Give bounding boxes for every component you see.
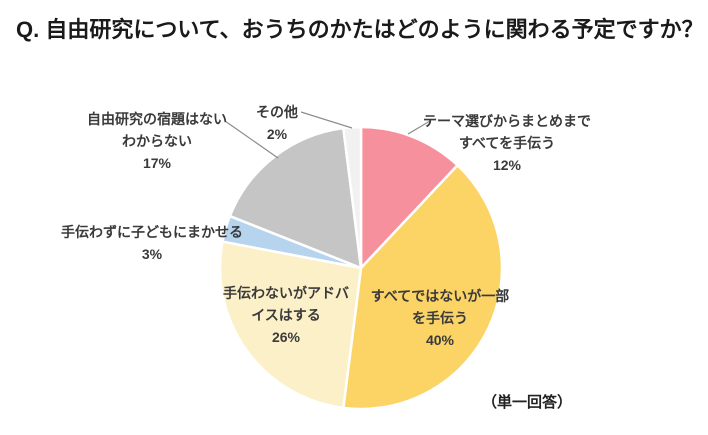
label-line: その他 [256, 104, 298, 120]
label-leave-to-child: 手伝わずに子どもにまかせる 3% [42, 221, 262, 265]
pie-slice-help-everything [359, 125, 459, 270]
page-title: Q. 自由研究について、おうちのかたはどのように関わる予定ですか？ [16, 17, 704, 42]
label-percent: 26% [271, 329, 301, 345]
label-advice-only: 手伝わないがアドバ イスはする 26% [186, 282, 386, 348]
leader-pink-12pct [407, 120, 431, 135]
label-percent: 12% [492, 157, 522, 173]
label-line: イスはする [251, 307, 321, 323]
pie-slice-advice-only [218, 240, 363, 410]
leader-gray-17pct [224, 120, 279, 159]
leader-other-2pct [300, 111, 353, 129]
pie-slice-other [342, 125, 363, 270]
label-percent: 17% [142, 155, 172, 171]
label-percent: 2% [266, 126, 288, 142]
pie-slice-no-homework-unknown [228, 126, 363, 270]
label-percent: 3% [141, 246, 163, 262]
label-line: テーマ選びからまとめまで [423, 113, 591, 129]
label-help-everything: テーマ選びからまとめまで すべてを手伝う 12% [397, 110, 617, 176]
label-line: 手伝わずに子どもにまかせる [61, 224, 243, 240]
pie-slice-help-partially [342, 163, 504, 411]
label-help-partially: すべてではないが一部 を手伝う 40% [340, 285, 540, 351]
label-line: 手伝わないがアドバ [223, 285, 349, 301]
answer-type-note: （単一回答） [481, 394, 572, 411]
label-line: すべてではないが一部 [370, 288, 510, 304]
label-line: を手伝う [412, 310, 468, 326]
label-line: 自由研究の宿題はない [87, 111, 227, 127]
label-line: わからない [122, 133, 192, 149]
label-no-homework-unknown: 自由研究の宿題はない わからない 17% [47, 108, 267, 174]
label-percent: 40% [425, 332, 455, 348]
label-line: すべてを手伝う [458, 135, 556, 151]
label-other: その他 2% [217, 101, 337, 145]
